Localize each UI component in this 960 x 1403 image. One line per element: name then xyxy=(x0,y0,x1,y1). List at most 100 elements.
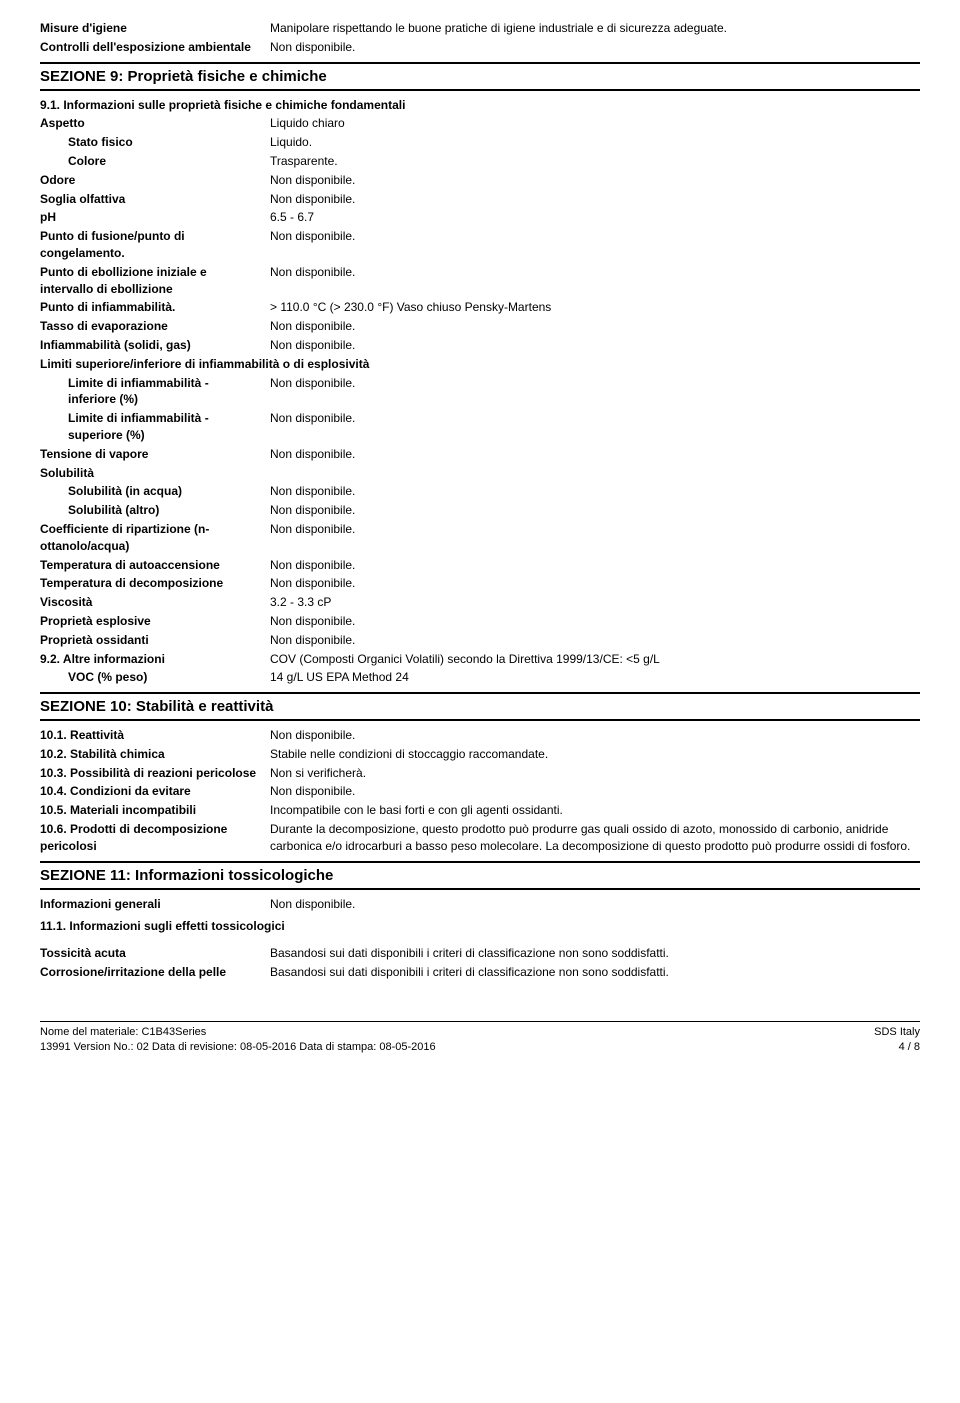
odore-label: Odore xyxy=(40,172,270,189)
exposure-value: Non disponibile. xyxy=(270,39,920,56)
r103-value: Non si verificherà. xyxy=(270,765,920,782)
infiamm-row: Punto di infiammabilità. > 110.0 °C (> 2… xyxy=(40,299,920,316)
solub-header: Solubilità xyxy=(40,465,920,482)
infiamm-value: > 110.0 °C (> 230.0 °F) Vaso chiuso Pens… xyxy=(270,299,920,316)
temp-decomp-value: Non disponibile. xyxy=(270,575,920,592)
voc-value: 14 g/L US EPA Method 24 xyxy=(270,669,920,686)
tox-value: Basandosi sui dati disponibili i criteri… xyxy=(270,945,920,962)
footer-sds: SDS Italy xyxy=(874,1025,920,1040)
prop-espl-value: Non disponibile. xyxy=(270,613,920,630)
infiamm-label: Punto di infiammabilità. xyxy=(40,299,270,316)
section-10-header: SEZIONE 10: Stabilità e reattività xyxy=(40,692,920,721)
inf-solidi-label: Infiammabilità (solidi, gas) xyxy=(40,337,270,354)
ph-row: pH 6.5 - 6.7 xyxy=(40,209,920,226)
ebollizione-label: Punto di ebollizione iniziale e interval… xyxy=(40,264,270,298)
soglia-value: Non disponibile. xyxy=(270,191,920,208)
footer-version: 13991 Version No.: 02 Data di revisione:… xyxy=(40,1040,436,1055)
visc-value: 3.2 - 3.3 cP xyxy=(270,594,920,611)
aspetto-label: Aspetto xyxy=(40,115,270,132)
lim-sup-row: Limite di infiammabilità - superiore (%)… xyxy=(40,410,920,444)
ebollizione-value: Non disponibile. xyxy=(270,264,920,298)
coeff-value: Non disponibile. xyxy=(270,521,920,555)
colore-row: Colore Trasparente. xyxy=(40,153,920,170)
stato-row: Stato fisico Liquido. xyxy=(40,134,920,151)
footer-material: Nome del materiale: C1B43Series xyxy=(40,1025,206,1040)
r102-row: 10.2. Stabilità chimica Stabile nelle co… xyxy=(40,746,920,763)
temp-decomp-row: Temperatura di decomposizione Non dispon… xyxy=(40,575,920,592)
r104-row: 10.4. Condizioni da evitare Non disponib… xyxy=(40,783,920,800)
temp-auto-label: Temperatura di autoaccensione xyxy=(40,557,270,574)
r103-label: 10.3. Possibilità di reazioni pericolose xyxy=(40,765,270,782)
hygiene-label: Misure d'igiene xyxy=(40,20,270,37)
tox-label: Tossicità acuta xyxy=(40,945,270,962)
odore-value: Non disponibile. xyxy=(270,172,920,189)
footer: Nome del materiale: C1B43Series SDS Ital… xyxy=(40,1021,920,1040)
voc-row: VOC (% peso) 14 g/L US EPA Method 24 xyxy=(40,669,920,686)
lim-sup-label: Limite di infiammabilità - superiore (%) xyxy=(40,410,270,444)
r103-row: 10.3. Possibilità di reazioni pericolose… xyxy=(40,765,920,782)
stato-value: Liquido. xyxy=(270,134,920,151)
info-gen-value: Non disponibile. xyxy=(270,896,920,913)
temp-auto-row: Temperatura di autoaccensione Non dispon… xyxy=(40,557,920,574)
solub-acqua-label: Solubilità (in acqua) xyxy=(40,483,270,500)
coeff-row: Coefficiente di ripartizione (n-ottanolo… xyxy=(40,521,920,555)
solub-altro-value: Non disponibile. xyxy=(270,502,920,519)
aspetto-value: Liquido chiaro xyxy=(270,115,920,132)
exposure-label: Controlli dell'esposizione ambientale xyxy=(40,39,270,56)
info-gen-label: Informazioni generali xyxy=(40,896,270,913)
fusione-row: Punto di fusione/punto di congelamento. … xyxy=(40,228,920,262)
lim-inf-row: Limite di infiammabilità - inferiore (%)… xyxy=(40,375,920,409)
r102-label: 10.2. Stabilità chimica xyxy=(40,746,270,763)
prop-espl-label: Proprietà esplosive xyxy=(40,613,270,630)
r106-label: 10.6. Prodotti di decomposizione pericol… xyxy=(40,821,270,855)
stato-label: Stato fisico xyxy=(40,134,270,151)
tox-row: Tossicità acuta Basandosi sui dati dispo… xyxy=(40,945,920,962)
exposure-row: Controlli dell'esposizione ambientale No… xyxy=(40,39,920,56)
r105-row: 10.5. Materiali incompatibili Incompatib… xyxy=(40,802,920,819)
r102-value: Stabile nelle condizioni di stoccaggio r… xyxy=(270,746,920,763)
sub92-row: 9.2. Altre informazioni COV (Composti Or… xyxy=(40,651,920,668)
sub92-label: 9.2. Altre informazioni xyxy=(40,651,270,668)
aspetto-row: Aspetto Liquido chiaro xyxy=(40,115,920,132)
evap-row: Tasso di evaporazione Non disponibile. xyxy=(40,318,920,335)
r104-value: Non disponibile. xyxy=(270,783,920,800)
soglia-label: Soglia olfattiva xyxy=(40,191,270,208)
lim-inf-value: Non disponibile. xyxy=(270,375,920,409)
r101-row: 10.1. Reattività Non disponibile. xyxy=(40,727,920,744)
sub92-value: COV (Composti Organici Volatili) secondo… xyxy=(270,651,920,668)
r106-row: 10.6. Prodotti di decomposizione pericol… xyxy=(40,821,920,855)
odore-row: Odore Non disponibile. xyxy=(40,172,920,189)
r105-label: 10.5. Materiali incompatibili xyxy=(40,802,270,819)
section-9-header: SEZIONE 9: Proprietà fisiche e chimiche xyxy=(40,62,920,91)
colore-value: Trasparente. xyxy=(270,153,920,170)
coeff-label: Coefficiente di ripartizione (n-ottanolo… xyxy=(40,521,270,555)
temp-decomp-label: Temperatura di decomposizione xyxy=(40,575,270,592)
temp-auto-value: Non disponibile. xyxy=(270,557,920,574)
r106-value: Durante la decomposizione, questo prodot… xyxy=(270,821,920,855)
ph-label: pH xyxy=(40,209,270,226)
soglia-row: Soglia olfattiva Non disponibile. xyxy=(40,191,920,208)
tensione-value: Non disponibile. xyxy=(270,446,920,463)
hygiene-row: Misure d'igiene Manipolare rispettando l… xyxy=(40,20,920,37)
footer-line2: 13991 Version No.: 02 Data di revisione:… xyxy=(40,1040,920,1055)
ph-value: 6.5 - 6.7 xyxy=(270,209,920,226)
prop-oss-value: Non disponibile. xyxy=(270,632,920,649)
r101-label: 10.1. Reattività xyxy=(40,727,270,744)
section-9-1-header: 9.1. Informazioni sulle proprietà fisich… xyxy=(40,97,920,114)
fusione-value: Non disponibile. xyxy=(270,228,920,262)
evap-value: Non disponibile. xyxy=(270,318,920,335)
section-11-1-header: 11.1. Informazioni sugli effetti tossico… xyxy=(40,918,920,935)
corr-row: Corrosione/irritazione della pelle Basan… xyxy=(40,964,920,981)
r104-label: 10.4. Condizioni da evitare xyxy=(40,783,270,800)
inf-solidi-value: Non disponibile. xyxy=(270,337,920,354)
corr-label: Corrosione/irritazione della pelle xyxy=(40,964,270,981)
hygiene-value: Manipolare rispettando le buone pratiche… xyxy=(270,20,920,37)
solub-acqua-value: Non disponibile. xyxy=(270,483,920,500)
inf-solidi-row: Infiammabilità (solidi, gas) Non disponi… xyxy=(40,337,920,354)
prop-oss-label: Proprietà ossidanti xyxy=(40,632,270,649)
ebollizione-row: Punto di ebollizione iniziale e interval… xyxy=(40,264,920,298)
section-11-header: SEZIONE 11: Informazioni tossicologiche xyxy=(40,861,920,890)
solub-altro-label: Solubilità (altro) xyxy=(40,502,270,519)
tensione-row: Tensione di vapore Non disponibile. xyxy=(40,446,920,463)
visc-label: Viscosità xyxy=(40,594,270,611)
